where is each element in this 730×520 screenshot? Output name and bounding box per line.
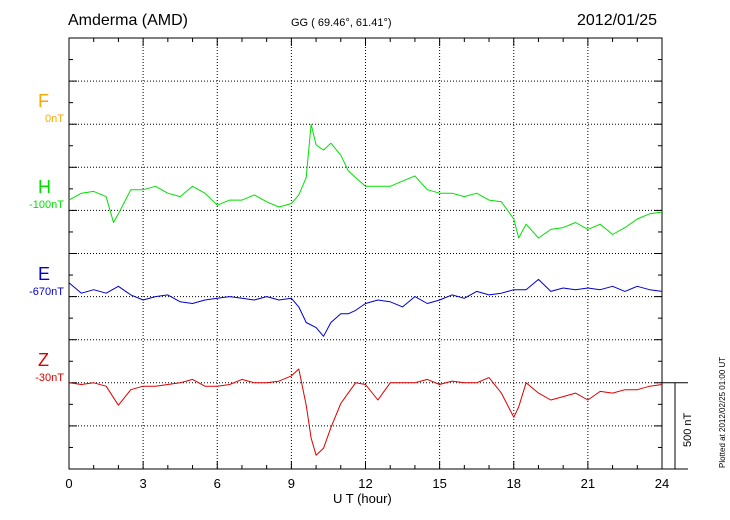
channel-offset-h: -100nT [29,199,64,212]
date-label: 2012/01/25 [577,12,658,29]
x-axis-label: U T (hour) [333,491,392,506]
channel-label-e: E [38,263,51,284]
x-tick-label: 15 [432,476,446,491]
grid-lines [69,38,662,469]
x-tick-label: 12 [358,476,372,491]
x-tick-labels: 0 3 6 9 12 15 18 21 24 [65,476,669,491]
channel-offset-e: -670nT [29,285,64,298]
x-tick-label: 18 [507,476,521,491]
series-line-z [68,368,663,456]
axis-ticks [68,38,663,469]
channel-offset-f: 0nT [45,113,64,126]
series-line-h [68,123,663,239]
x-tick-label: 9 [288,476,295,491]
channel-label-h: H [38,177,51,198]
channel-label-f: F [38,91,49,112]
plotted-timestamp: Plotted at 2012/02/25 01:00 UT [718,356,727,468]
scale-bar [662,382,688,470]
station-title: Amderma (AMD) [68,12,189,29]
series-line-e [68,278,663,337]
x-tick-label: 24 [655,476,669,491]
x-tick-label: 3 [140,476,147,491]
scale-bar-label: 500 nT [682,412,694,447]
channel-offset-z: -30nT [35,371,64,384]
x-tick-label: 21 [581,476,595,491]
station-coordinates: GG ( 69.46°, 61.41°) [291,17,392,29]
x-tick-label: 6 [214,476,221,491]
channel-label-z: Z [38,349,49,370]
series-lines [68,123,663,456]
x-tick-label: 0 [65,476,72,491]
